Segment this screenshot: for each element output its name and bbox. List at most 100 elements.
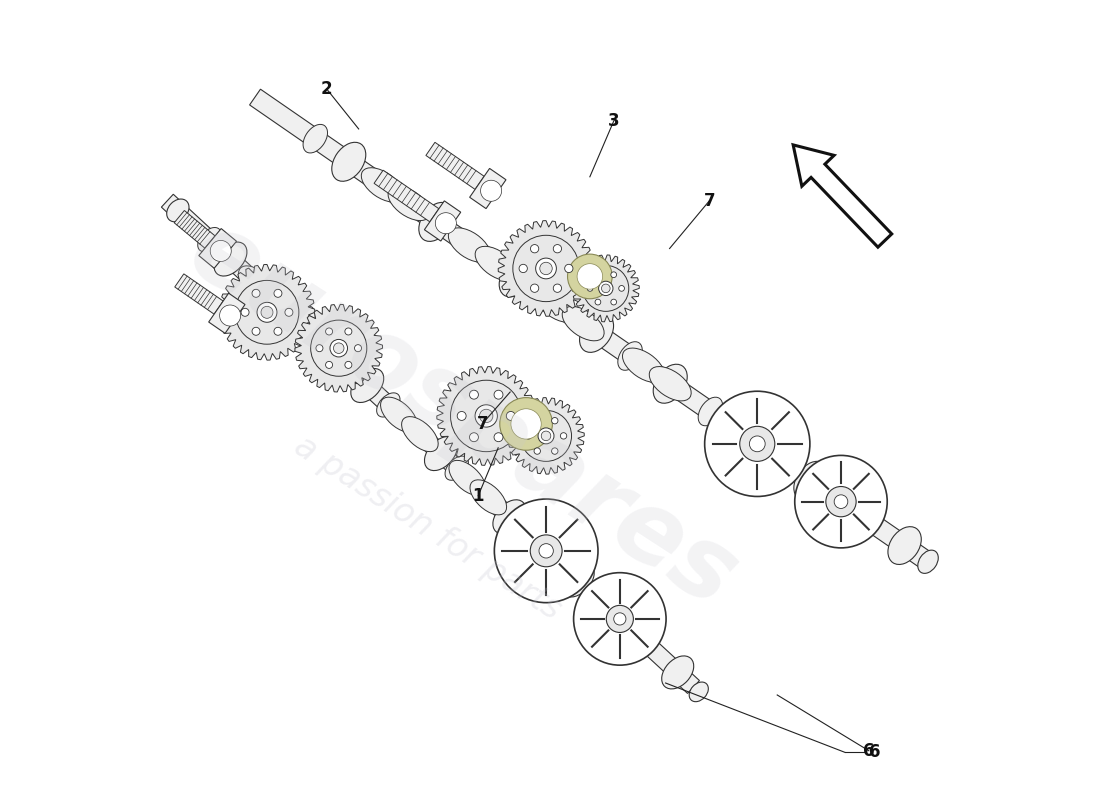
Circle shape (595, 299, 601, 305)
Circle shape (560, 433, 566, 439)
Ellipse shape (698, 397, 723, 426)
Ellipse shape (917, 550, 938, 574)
Ellipse shape (361, 168, 404, 202)
Circle shape (316, 345, 323, 352)
Ellipse shape (505, 419, 524, 440)
Circle shape (749, 436, 766, 452)
Circle shape (610, 272, 617, 278)
Circle shape (210, 241, 231, 262)
Circle shape (598, 282, 613, 295)
Circle shape (826, 486, 856, 517)
Circle shape (794, 455, 888, 548)
Circle shape (274, 327, 282, 335)
Circle shape (602, 284, 610, 293)
Circle shape (530, 535, 562, 566)
Circle shape (285, 308, 293, 316)
Polygon shape (426, 142, 484, 190)
Text: 2: 2 (321, 80, 332, 98)
Circle shape (551, 418, 558, 424)
Circle shape (220, 305, 241, 326)
Circle shape (540, 262, 552, 274)
Ellipse shape (649, 366, 691, 401)
Ellipse shape (662, 656, 694, 689)
Circle shape (573, 573, 667, 665)
Ellipse shape (794, 462, 828, 500)
Ellipse shape (653, 364, 688, 403)
Circle shape (241, 308, 249, 316)
Circle shape (345, 328, 352, 335)
Circle shape (494, 390, 503, 399)
Circle shape (530, 245, 539, 253)
Ellipse shape (499, 258, 534, 297)
Circle shape (564, 264, 573, 273)
Ellipse shape (332, 142, 366, 182)
Ellipse shape (198, 227, 221, 252)
Circle shape (330, 339, 348, 357)
Ellipse shape (167, 199, 189, 222)
Circle shape (541, 431, 551, 441)
Ellipse shape (351, 369, 384, 402)
Ellipse shape (618, 342, 642, 370)
Text: 3: 3 (608, 112, 619, 130)
Ellipse shape (328, 349, 364, 383)
Circle shape (481, 180, 502, 202)
Ellipse shape (531, 282, 556, 310)
Circle shape (530, 284, 539, 292)
Circle shape (519, 264, 527, 273)
Circle shape (480, 410, 493, 422)
Circle shape (458, 411, 466, 421)
Circle shape (539, 544, 553, 558)
Ellipse shape (419, 202, 453, 242)
Circle shape (610, 299, 617, 305)
Circle shape (475, 405, 497, 427)
Ellipse shape (307, 329, 343, 364)
Polygon shape (793, 145, 892, 247)
Circle shape (261, 306, 273, 318)
Ellipse shape (283, 306, 316, 339)
Circle shape (310, 320, 366, 376)
Circle shape (470, 433, 478, 442)
Ellipse shape (475, 246, 517, 281)
Ellipse shape (304, 124, 328, 153)
Circle shape (553, 245, 562, 253)
Ellipse shape (562, 306, 604, 341)
Ellipse shape (772, 448, 796, 477)
Polygon shape (437, 366, 536, 466)
Circle shape (520, 410, 572, 462)
Polygon shape (508, 398, 584, 474)
Circle shape (252, 290, 260, 298)
Circle shape (536, 258, 557, 279)
Circle shape (499, 398, 552, 450)
Circle shape (235, 281, 299, 344)
Circle shape (551, 448, 558, 454)
Ellipse shape (402, 417, 438, 452)
Ellipse shape (446, 456, 469, 480)
Circle shape (538, 428, 554, 444)
Ellipse shape (561, 272, 579, 292)
Circle shape (618, 286, 625, 291)
Polygon shape (174, 210, 216, 248)
Ellipse shape (381, 397, 417, 432)
Polygon shape (572, 255, 639, 322)
Circle shape (326, 328, 332, 335)
Circle shape (451, 380, 521, 452)
Ellipse shape (470, 480, 507, 515)
Polygon shape (199, 229, 236, 268)
Circle shape (568, 254, 613, 298)
Circle shape (535, 448, 540, 454)
Circle shape (583, 266, 629, 311)
Ellipse shape (580, 314, 614, 352)
Polygon shape (498, 221, 594, 316)
Polygon shape (209, 293, 245, 334)
Circle shape (252, 327, 260, 335)
Ellipse shape (260, 286, 296, 320)
Circle shape (470, 390, 478, 399)
Circle shape (739, 426, 774, 462)
Polygon shape (250, 89, 931, 567)
Text: a passion for parts: a passion for parts (288, 429, 566, 626)
Circle shape (333, 343, 344, 354)
Polygon shape (162, 194, 700, 694)
Ellipse shape (214, 242, 246, 276)
Circle shape (257, 302, 277, 322)
Ellipse shape (449, 460, 485, 495)
